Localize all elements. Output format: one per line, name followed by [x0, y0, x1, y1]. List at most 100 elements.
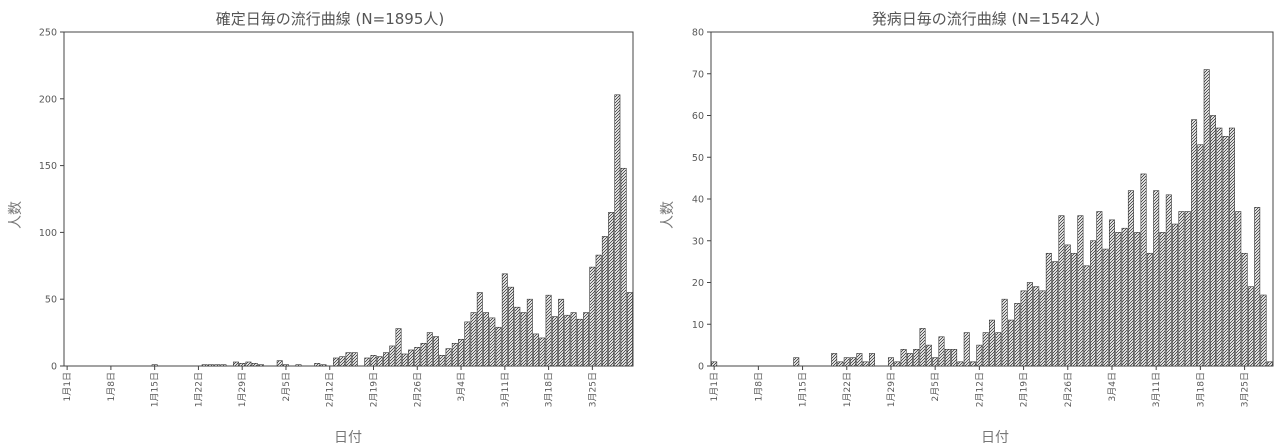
y-tick-label: 200 [39, 94, 57, 105]
bar [945, 349, 950, 366]
x-tick-label: 1月15日 [798, 372, 809, 407]
x-axis-label: 日付 [981, 430, 1009, 446]
x-tick-label: 1月1日 [709, 372, 720, 401]
bar [615, 95, 620, 366]
bar [321, 365, 326, 366]
x-tick-label: 2月12日 [325, 372, 336, 407]
x-tick-label: 2月12日 [974, 372, 985, 407]
bar [590, 267, 595, 366]
x-tick-label: 1月29日 [886, 372, 897, 407]
y-tick-label: 10 [692, 320, 704, 331]
bar [1210, 116, 1215, 367]
bar [565, 315, 570, 366]
bar [914, 349, 919, 366]
bar [602, 236, 607, 366]
bar [1204, 70, 1209, 366]
bar [1153, 191, 1158, 366]
bar [502, 274, 507, 366]
x-tick-label: 2月26日 [1063, 372, 1074, 407]
y-tick-label: 40 [692, 195, 704, 206]
bar [477, 293, 482, 366]
bar [483, 313, 488, 366]
bar [1046, 253, 1051, 366]
bar [540, 338, 545, 366]
x-tick-label: 1月8日 [106, 372, 117, 401]
bar [490, 318, 495, 366]
bar [1002, 299, 1007, 366]
x-tick-label: 1月22日 [193, 372, 204, 407]
bar [533, 334, 538, 366]
y-tick-label: 20 [692, 278, 704, 289]
bar [333, 358, 338, 366]
bar [277, 361, 282, 366]
bar [383, 353, 388, 366]
bar [346, 353, 351, 366]
bar [1040, 291, 1045, 366]
bar [296, 365, 301, 366]
bar [926, 345, 931, 366]
bar [888, 358, 893, 366]
bar [202, 365, 207, 366]
bar [258, 365, 263, 366]
bar [857, 353, 862, 366]
bar [951, 349, 956, 366]
bar [246, 362, 251, 366]
bar [977, 345, 982, 366]
y-tick-label: 50 [692, 153, 704, 164]
bar [1236, 212, 1241, 366]
onset-date-chart: 発病日毎の流行曲線 (N=1542人) 人数 日付 0 10 20 30 40 50 60 7… [640, 0, 1279, 448]
bar [1090, 241, 1095, 366]
bar [958, 362, 963, 366]
y-tick-label: 150 [39, 161, 57, 172]
bar [496, 327, 501, 366]
bar [920, 328, 925, 366]
bar [1166, 195, 1171, 366]
x-tick-label: 3月4日 [1107, 372, 1118, 401]
y-tick-label: 250 [39, 28, 57, 39]
chart-title: 確定日毎の流行曲線 (N=1895人) [216, 10, 444, 28]
bar [869, 353, 874, 366]
bar [907, 353, 912, 366]
bar [427, 333, 432, 366]
bar [1217, 128, 1222, 366]
bar [1021, 291, 1026, 366]
x-tick-label: 1月29日 [237, 372, 248, 407]
bar [1052, 262, 1057, 366]
bar [377, 357, 382, 366]
bar [1147, 253, 1152, 366]
x-tick-label: 2月26日 [412, 372, 423, 407]
x-tick-label: 2月19日 [369, 372, 380, 407]
bar [1122, 228, 1127, 366]
bar [571, 313, 576, 366]
bar [932, 358, 937, 366]
x-tick-label: 3月18日 [1195, 372, 1206, 407]
confirmed-date-chart-svg: 確定日毎の流行曲線 (N=1895人) 人数 日付 0 50 100 150 200 25… [0, 0, 640, 448]
x-tick-label: 3月11日 [1151, 372, 1162, 407]
bar [1191, 120, 1196, 366]
bar [1084, 266, 1089, 366]
bar [1141, 174, 1146, 366]
bar [440, 355, 445, 366]
bar [1109, 220, 1114, 366]
bar [621, 168, 626, 366]
bar [152, 365, 157, 366]
bar [1179, 212, 1184, 366]
bar [608, 212, 613, 366]
bar [1267, 362, 1272, 366]
bar [1059, 216, 1064, 366]
bar [215, 365, 220, 366]
bar [1198, 145, 1203, 366]
bar [558, 299, 563, 366]
confirmed-date-chart: 確定日毎の流行曲線 (N=1895人) 人数 日付 0 50 100 150 200 25… [0, 0, 640, 448]
bar [396, 329, 401, 366]
bar [1255, 207, 1260, 366]
bar [1185, 212, 1190, 366]
x-tick-label: 3月4日 [456, 372, 467, 401]
bar [831, 353, 836, 366]
bar [794, 358, 799, 366]
bar [546, 295, 551, 366]
bar [1261, 295, 1266, 366]
bar [964, 333, 969, 366]
y-tick-label: 50 [45, 295, 57, 306]
bar [863, 362, 868, 366]
